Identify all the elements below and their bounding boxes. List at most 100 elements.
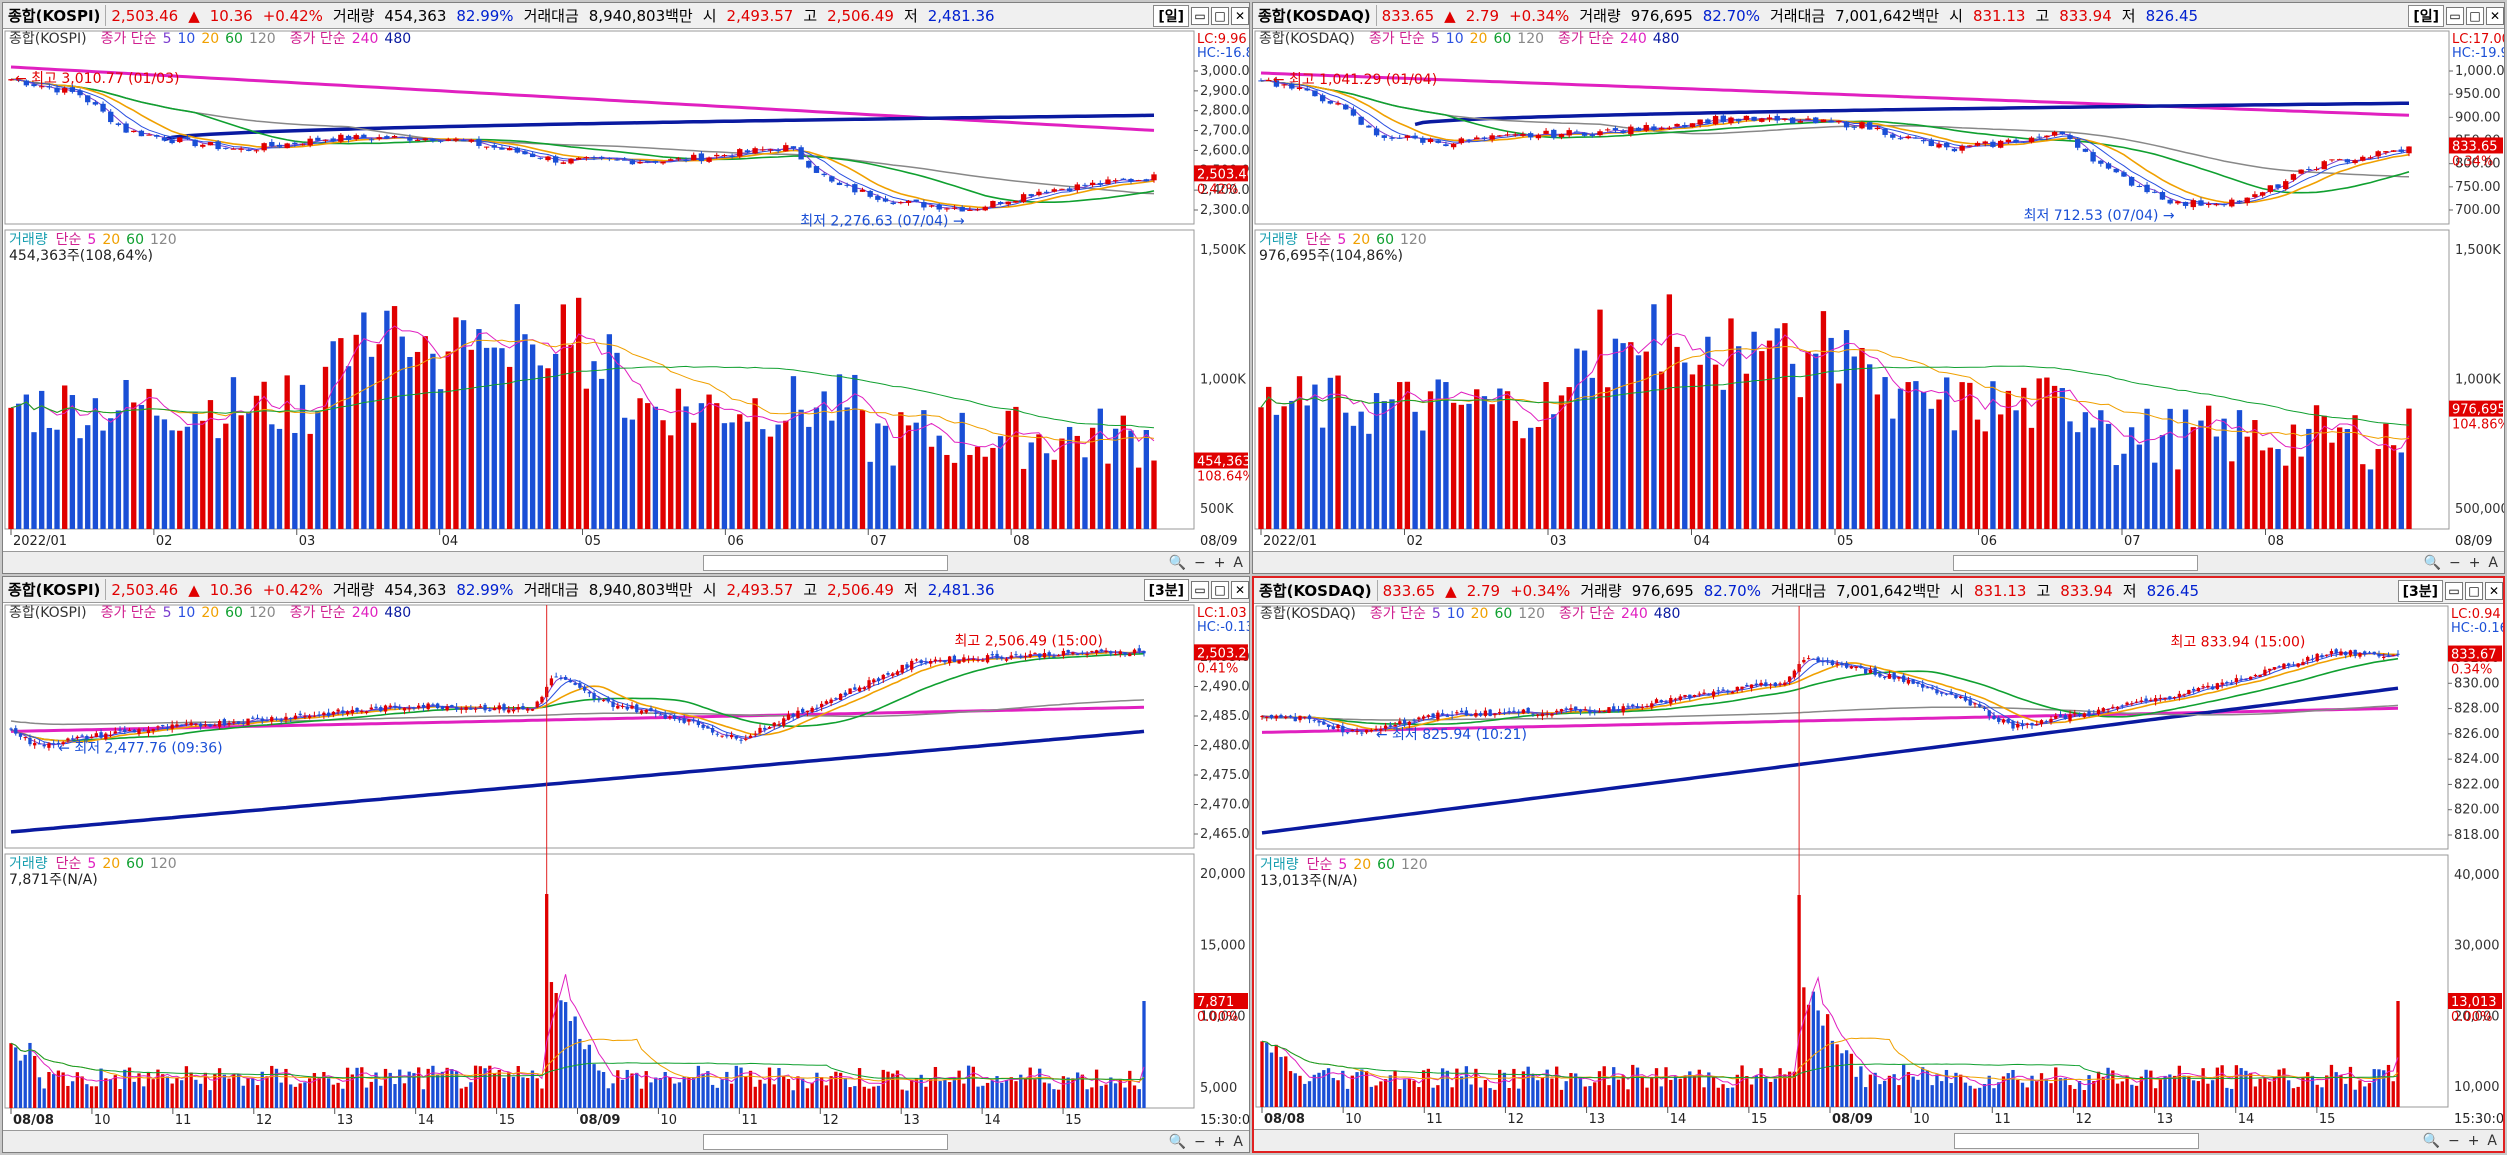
close-icon[interactable]: ✕ xyxy=(1231,580,1249,599)
chart-scrollbar[interactable] xyxy=(1954,1133,2199,1149)
font-icon[interactable]: A xyxy=(2487,1132,2497,1149)
font-icon[interactable]: A xyxy=(1233,1133,1243,1150)
x-axis-label: 04 xyxy=(1694,534,1711,549)
volume-bar xyxy=(1813,353,1819,529)
zoom-icon[interactable]: 🔍 xyxy=(1168,554,1186,571)
volume-bar xyxy=(957,1070,961,1108)
x-axis-label: 10 xyxy=(1913,1112,1930,1127)
maximize-icon[interactable]: □ xyxy=(1211,580,1229,599)
volume-bar xyxy=(464,1086,468,1108)
volume-bar xyxy=(1873,1072,1877,1107)
volume-bar xyxy=(1840,1053,1844,1107)
volume-bar xyxy=(1312,384,1318,529)
candle-body xyxy=(2115,706,2120,709)
minus-icon[interactable]: − xyxy=(2448,554,2461,571)
kospi-3min-chart-panel[interactable]: 종합(KOSPI) 2,503.46 ▲ 10.36 +0.42% 거래량 454,363 8… xyxy=(2,576,1250,1153)
candle-body xyxy=(1588,710,1592,714)
volume-bar xyxy=(407,1071,411,1108)
volume-bar xyxy=(1740,1065,1744,1107)
chart-scrollbar[interactable] xyxy=(703,555,948,571)
volume-bar xyxy=(734,1065,738,1108)
candle-body xyxy=(440,706,445,709)
volume-bar xyxy=(639,1088,644,1108)
chart-scrollbar[interactable] xyxy=(1953,555,2198,571)
candle-body xyxy=(207,142,214,146)
zoom-icon[interactable]: 🔍 xyxy=(1168,1133,1186,1150)
candle-body xyxy=(2139,700,2143,702)
close-icon[interactable]: ✕ xyxy=(2486,6,2504,25)
volume-ma60-line xyxy=(10,1042,1145,1081)
candle-body xyxy=(521,706,525,710)
candle-body xyxy=(772,722,776,726)
volume-bar xyxy=(836,374,843,529)
minus-icon[interactable]: − xyxy=(1193,554,1206,571)
volume-bar xyxy=(383,1068,388,1108)
minus-icon[interactable]: − xyxy=(2447,1132,2460,1149)
close-icon[interactable]: ✕ xyxy=(1231,6,1249,25)
volume-bar xyxy=(23,394,30,529)
minimize-icon[interactable]: ▭ xyxy=(1191,580,1209,599)
period-selector[interactable]: [일] xyxy=(2408,4,2444,27)
font-icon[interactable]: A xyxy=(2488,554,2498,571)
volume-bar xyxy=(597,1070,601,1108)
maximize-icon[interactable]: □ xyxy=(2465,581,2483,600)
volume-bar xyxy=(2310,1075,2315,1107)
volume-bar xyxy=(1593,1082,1597,1107)
period-selector[interactable]: [3분] xyxy=(2397,579,2443,602)
plus-icon[interactable]: + xyxy=(2467,1132,2480,1149)
volume-bar xyxy=(407,357,413,529)
candle-body xyxy=(77,90,83,96)
candle-body xyxy=(1404,135,1411,138)
volume-bar xyxy=(2175,469,2181,529)
minimize-icon[interactable]: ▭ xyxy=(2445,581,2463,600)
candle-body xyxy=(796,710,800,719)
volume-ma5-line xyxy=(10,974,1145,1085)
candle-body xyxy=(649,708,653,712)
maximize-icon[interactable]: □ xyxy=(1211,6,1229,25)
zoom-icon[interactable]: 🔍 xyxy=(2422,1132,2440,1149)
volume-bar xyxy=(658,1078,663,1108)
plus-icon[interactable]: + xyxy=(1213,1133,1226,1150)
volume-bar xyxy=(1574,348,1580,529)
zoom-icon[interactable]: 🔍 xyxy=(2423,554,2441,571)
chart-scrollbar[interactable] xyxy=(703,1134,948,1150)
period-selector[interactable]: [일] xyxy=(1153,4,1189,27)
price-axis-label: 950.00 xyxy=(2455,87,2501,102)
candle-body xyxy=(645,161,651,163)
volume-bar xyxy=(361,312,367,529)
candle-body xyxy=(1109,651,1113,654)
volume-bar xyxy=(469,1082,473,1108)
kospi-daily-chart-panel[interactable]: 종합(KOSPI) 2,503.46 ▲ 10.36 +0.42% 거래량 454,363 8… xyxy=(2,2,1250,574)
minimize-icon[interactable]: ▭ xyxy=(2446,6,2464,25)
period-selector[interactable]: [3분] xyxy=(1143,578,1189,601)
ma480-line xyxy=(1261,686,2399,835)
volume-bar xyxy=(42,1088,46,1108)
chart-toolbar: 🔍 − + A xyxy=(3,551,1249,573)
volume-bar xyxy=(2028,427,2035,529)
candle-body xyxy=(798,147,804,160)
volume-bar xyxy=(108,418,114,529)
price-axis-label: 824.00 xyxy=(2454,752,2500,767)
close-icon[interactable]: ✕ xyxy=(2485,581,2503,600)
font-icon[interactable]: A xyxy=(1233,554,1243,571)
plus-icon[interactable]: + xyxy=(2468,554,2481,571)
candle-body xyxy=(2263,669,2267,676)
volume-bar xyxy=(492,1073,497,1108)
candle-body xyxy=(1990,141,1996,147)
volume-bar xyxy=(127,1067,132,1108)
plus-icon[interactable]: + xyxy=(1213,554,1226,571)
candle-body xyxy=(859,189,866,192)
kosdaq-3min-chart-panel[interactable]: 종합(KOSDAQ) 833.65 ▲ 2.79 +0.34% 거래량 976,695 82.… xyxy=(1252,576,2505,1153)
candle-body xyxy=(658,714,663,716)
candle-body xyxy=(1843,121,1850,128)
minus-icon[interactable]: − xyxy=(1193,1133,1206,1150)
maximize-icon[interactable]: □ xyxy=(2466,6,2484,25)
volume-bar xyxy=(554,993,558,1108)
minimize-icon[interactable]: ▭ xyxy=(1191,6,1209,25)
volume-bar xyxy=(729,422,735,529)
candle-body xyxy=(687,719,691,722)
candle-body xyxy=(1682,124,1688,127)
kosdaq-daily-chart-panel[interactable]: 종합(KOSDAQ) 833.65 ▲ 2.79 +0.34% 거래량 976,695 82.… xyxy=(1252,2,2505,574)
volume-bar xyxy=(1658,371,1665,529)
volume-bar xyxy=(2106,1067,2110,1107)
